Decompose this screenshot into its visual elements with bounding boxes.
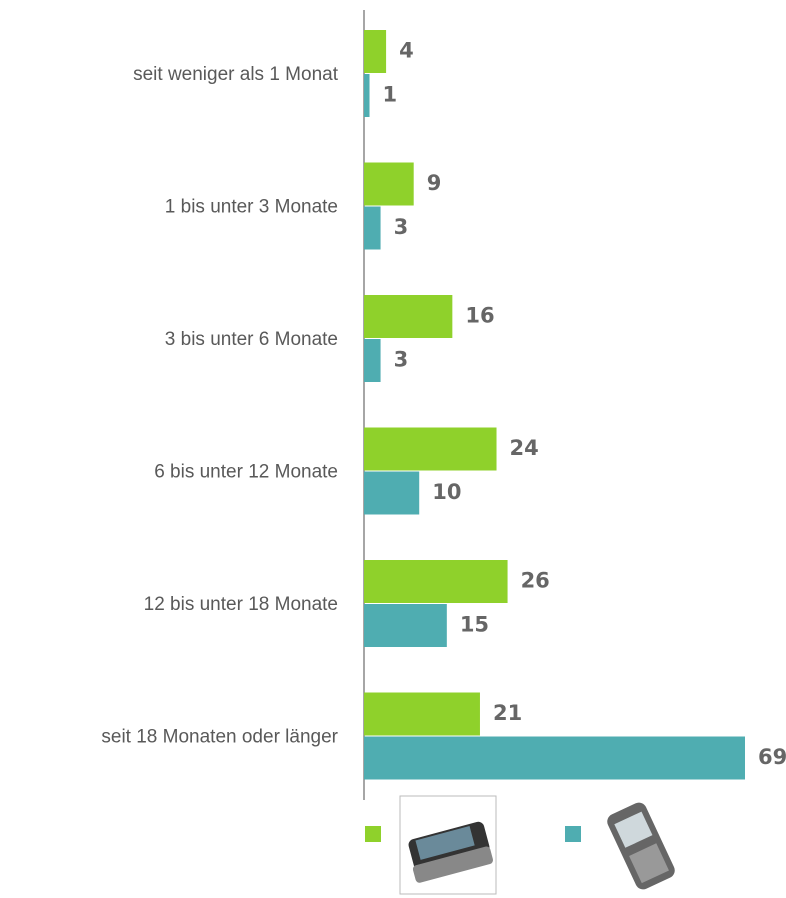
value-label: 69 (758, 745, 786, 769)
category-label: seit weniger als 1 Monat (133, 64, 339, 85)
category-label: 12 bis unter 18 Monate (144, 594, 338, 615)
value-label: 10 (432, 480, 461, 504)
legend-swatch (565, 826, 581, 842)
value-label: 21 (493, 701, 522, 725)
cellphone-icon (605, 800, 678, 892)
value-label: 15 (460, 613, 489, 637)
bar (364, 339, 381, 382)
bar (364, 693, 480, 736)
bar (364, 163, 414, 206)
value-label: 24 (510, 436, 539, 460)
value-label: 4 (399, 39, 414, 63)
bar (364, 74, 370, 117)
smartphone-icon (400, 796, 496, 894)
bar (364, 207, 381, 250)
value-label: 26 (521, 569, 550, 593)
bar (364, 737, 745, 780)
bar (364, 560, 508, 603)
value-label: 3 (394, 348, 409, 372)
value-label: 16 (465, 304, 494, 328)
legend-swatch (365, 826, 381, 842)
bar (364, 472, 419, 515)
category-label: seit 18 Monaten oder länger (101, 727, 338, 748)
value-label: 1 (383, 83, 398, 107)
category-label: 6 bis unter 12 Monate (154, 462, 338, 483)
bar (364, 604, 447, 647)
category-label: 3 bis unter 6 Monate (165, 329, 338, 350)
bar (364, 428, 497, 471)
value-label: 9 (427, 171, 442, 195)
bar (364, 30, 386, 73)
chart: seit weniger als 1 Monat 41 1 bis unter 3 … (0, 0, 786, 898)
value-label: 3 (394, 215, 409, 239)
legend (365, 796, 677, 894)
bar (364, 295, 452, 338)
category-label: 1 bis unter 3 Monate (165, 197, 338, 218)
